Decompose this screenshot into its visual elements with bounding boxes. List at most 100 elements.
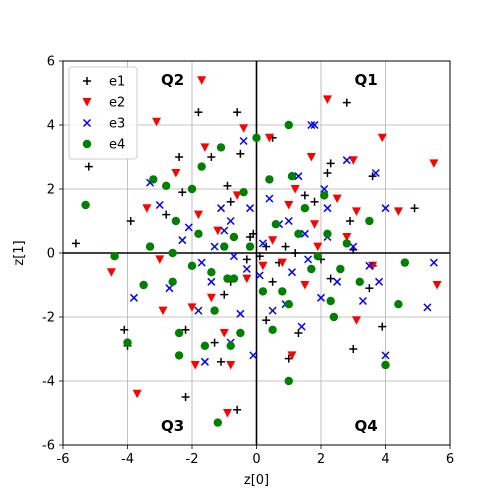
data-point-e2 bbox=[158, 306, 168, 316]
data-point-e4 bbox=[313, 252, 322, 261]
data-point-e4 bbox=[278, 287, 287, 296]
data-point-e4 bbox=[207, 268, 216, 277]
legend-marker-e2 bbox=[82, 98, 92, 107]
y-tick-label: 2 bbox=[47, 183, 55, 198]
data-point-e4 bbox=[81, 200, 90, 210]
data-point-e1 bbox=[175, 153, 184, 161]
data-point-e1 bbox=[217, 357, 226, 366]
data-point-e4 bbox=[145, 242, 155, 251]
data-point-e4 bbox=[300, 204, 310, 213]
quadrant-label-q1: Q1 bbox=[355, 71, 378, 89]
data-point-e2 bbox=[277, 258, 287, 268]
data-point-e2 bbox=[322, 95, 332, 104]
data-point-e1 bbox=[365, 284, 374, 293]
axis-ticks: -6 -4 -2 0 2 4 6 -6 -4 -2 0 2 4 6 bbox=[42, 55, 454, 468]
data-point-e4 bbox=[307, 264, 316, 274]
data-point-e3 bbox=[304, 255, 313, 264]
data-point-e4 bbox=[245, 242, 255, 251]
x-tick-label: -6 bbox=[57, 452, 70, 467]
data-point-e3 bbox=[342, 156, 351, 165]
data-point-e3 bbox=[178, 236, 187, 245]
data-point-e2 bbox=[310, 220, 320, 229]
data-point-e1 bbox=[242, 255, 251, 264]
data-point-e2 bbox=[239, 124, 249, 133]
series-e4 bbox=[81, 120, 410, 427]
data-point-e2 bbox=[106, 268, 116, 277]
data-point-e3 bbox=[255, 271, 264, 280]
data-point-e2 bbox=[351, 316, 361, 325]
data-series bbox=[71, 76, 442, 427]
data-point-e1 bbox=[220, 290, 229, 299]
data-point-e1 bbox=[349, 345, 358, 353]
data-point-e1 bbox=[194, 108, 203, 117]
legend-label-e3: e3 bbox=[109, 117, 125, 132]
data-point-e4 bbox=[336, 264, 345, 274]
data-point-e1 bbox=[71, 239, 80, 248]
data-point-e4 bbox=[381, 360, 390, 370]
data-point-e3 bbox=[333, 277, 342, 286]
data-point-e4 bbox=[342, 239, 351, 248]
data-point-e2 bbox=[429, 159, 439, 168]
legend-label-e2: e2 bbox=[109, 96, 125, 111]
x-tick-label: -4 bbox=[121, 452, 134, 467]
data-point-e4 bbox=[252, 133, 261, 142]
data-point-e2 bbox=[242, 274, 252, 284]
data-point-e4 bbox=[323, 229, 332, 238]
data-point-e3 bbox=[129, 293, 138, 302]
legend-marker-e4 bbox=[82, 139, 92, 149]
data-point-e3 bbox=[155, 200, 164, 210]
data-point-e3 bbox=[310, 120, 319, 130]
data-point-e3 bbox=[287, 268, 297, 277]
y-tick-label: -4 bbox=[42, 375, 55, 390]
data-point-e4 bbox=[187, 184, 197, 194]
legend-label-e1: e1 bbox=[109, 75, 125, 90]
y-tick-label: -6 bbox=[42, 439, 55, 454]
data-point-e1 bbox=[210, 338, 219, 347]
data-point-e3 bbox=[197, 258, 206, 267]
quadrant-labels: Q1 Q2 Q3 Q4 bbox=[161, 71, 378, 435]
data-point-e4 bbox=[320, 191, 329, 200]
data-point-e3 bbox=[220, 226, 229, 235]
data-point-e4 bbox=[294, 229, 303, 238]
data-point-e1 bbox=[233, 405, 242, 414]
data-point-e3 bbox=[320, 184, 329, 194]
data-point-e4 bbox=[174, 328, 184, 338]
data-point-e2 bbox=[132, 389, 142, 399]
x-tick-label: 6 bbox=[446, 452, 454, 467]
data-point-e4 bbox=[329, 312, 339, 322]
data-point-e3 bbox=[249, 351, 258, 360]
data-point-e1 bbox=[84, 162, 93, 171]
data-point-e4 bbox=[149, 175, 158, 184]
data-point-e4 bbox=[400, 258, 410, 267]
data-point-e3 bbox=[381, 204, 390, 213]
data-point-e2 bbox=[200, 143, 210, 152]
data-point-e1 bbox=[178, 188, 187, 197]
data-point-e2 bbox=[213, 226, 223, 236]
data-point-e1 bbox=[310, 197, 319, 206]
data-point-e1 bbox=[126, 217, 135, 225]
data-point-e3 bbox=[184, 223, 193, 232]
data-point-e2 bbox=[393, 207, 403, 216]
data-point-e4 bbox=[220, 242, 229, 251]
data-point-e4 bbox=[168, 248, 177, 258]
data-point-e4 bbox=[394, 300, 403, 309]
data-point-e2 bbox=[142, 204, 152, 213]
data-point-e3 bbox=[381, 351, 390, 360]
data-point-e1 bbox=[268, 277, 277, 286]
data-point-e4 bbox=[229, 274, 239, 283]
data-point-e3 bbox=[323, 204, 332, 213]
y-tick-label: 0 bbox=[47, 247, 55, 262]
x-tick-label: 2 bbox=[317, 452, 325, 467]
data-point-e2 bbox=[300, 281, 310, 290]
data-point-e2 bbox=[351, 207, 361, 216]
data-point-e1 bbox=[300, 191, 309, 200]
data-point-e4 bbox=[365, 216, 374, 226]
series-e3 bbox=[129, 120, 438, 366]
data-point-e2 bbox=[219, 329, 229, 338]
legend-marker-e3 bbox=[82, 118, 92, 128]
data-point-e3 bbox=[226, 216, 235, 226]
data-point-e2 bbox=[232, 191, 242, 200]
legend: e1 e2 e3 e4 bbox=[68, 66, 138, 160]
data-point-e1 bbox=[291, 249, 300, 257]
quadrant-label-q4: Q4 bbox=[355, 417, 378, 435]
